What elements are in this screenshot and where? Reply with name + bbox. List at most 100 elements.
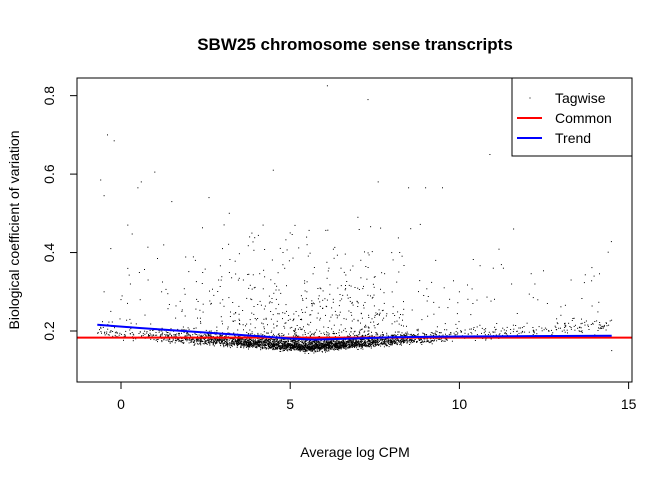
- tagwise-point: [490, 338, 492, 340]
- tagwise-point: [396, 344, 398, 345]
- tagwise-point: [286, 340, 288, 342]
- tagwise-point: [373, 341, 375, 343]
- tagwise-point: [457, 302, 459, 304]
- tagwise-point: [189, 334, 191, 336]
- tagwise-point: [338, 342, 340, 344]
- tagwise-point: [202, 341, 204, 342]
- tagwise-point: [401, 344, 402, 346]
- tagwise-point: [223, 339, 225, 341]
- tagwise-point: [242, 279, 244, 281]
- tagwise-point: [348, 335, 350, 337]
- tagwise-point: [269, 338, 271, 340]
- tagwise-point: [364, 330, 366, 332]
- tagwise-point: [343, 347, 345, 349]
- tagwise-point: [406, 339, 408, 341]
- tagwise-point: [350, 335, 351, 337]
- tagwise-point: [331, 341, 333, 343]
- tagwise-point: [331, 346, 333, 348]
- tagwise-point: [133, 334, 135, 336]
- tagwise-point: [538, 326, 540, 328]
- tagwise-point: [561, 330, 563, 332]
- tagwise-point: [328, 341, 330, 343]
- tagwise-point: [319, 343, 321, 345]
- tagwise-point: [275, 347, 277, 349]
- tagwise-point: [185, 338, 187, 340]
- tagwise-point: [352, 304, 354, 306]
- tagwise-point: [148, 336, 150, 337]
- tagwise-point: [361, 341, 362, 343]
- tagwise-point: [257, 318, 259, 319]
- tagwise-point: [285, 322, 287, 324]
- tagwise-point: [384, 341, 386, 343]
- tagwise-point: [273, 341, 275, 343]
- tagwise-point: [169, 332, 171, 334]
- tagwise-point: [155, 332, 157, 333]
- tagwise-point: [381, 334, 383, 336]
- tagwise-point: [359, 329, 361, 331]
- tagwise-point: [250, 340, 252, 342]
- tagwise-point: [403, 342, 405, 343]
- tagwise-point: [359, 346, 361, 348]
- tagwise-point: [311, 303, 313, 304]
- tagwise-point: [150, 323, 152, 325]
- tagwise-point: [373, 339, 375, 341]
- tagwise-point: [471, 333, 473, 335]
- tagwise-point: [205, 329, 207, 331]
- tagwise-point: [114, 334, 116, 336]
- tagwise-point: [304, 347, 306, 348]
- tagwise-point: [394, 343, 396, 345]
- tagwise-point: [298, 343, 300, 345]
- tagwise-point: [220, 338, 222, 340]
- tagwise-point: [361, 328, 363, 330]
- tagwise-point: [162, 332, 164, 334]
- tagwise-point: [353, 344, 355, 346]
- tagwise-point: [364, 251, 365, 253]
- tagwise-point: [249, 345, 250, 347]
- tagwise-point: [315, 342, 317, 344]
- tagwise-point: [566, 329, 568, 331]
- tagwise-point: [279, 348, 281, 350]
- tagwise-point: [126, 319, 128, 321]
- tagwise-point: [502, 327, 504, 329]
- tagwise-point: [250, 333, 252, 335]
- tagwise-point: [420, 339, 422, 341]
- tagwise-point: [243, 339, 245, 341]
- tagwise-point: [246, 342, 248, 343]
- tagwise-point: [306, 345, 308, 346]
- tagwise-point: [167, 332, 169, 333]
- tagwise-point: [110, 330, 112, 332]
- tagwise-point: [300, 319, 301, 320]
- tagwise-point: [423, 295, 425, 296]
- tagwise-point: [591, 267, 593, 269]
- tagwise-point: [219, 343, 221, 345]
- tagwise-point: [204, 268, 206, 270]
- tagwise-point: [286, 345, 288, 347]
- tagwise-point: [251, 344, 252, 345]
- tagwise-point: [269, 342, 271, 344]
- tagwise-point: [344, 345, 346, 347]
- tagwise-point: [129, 283, 131, 285]
- tagwise-point: [403, 333, 405, 335]
- tagwise-point: [285, 348, 286, 350]
- tagwise-point: [360, 312, 362, 314]
- tagwise-point: [307, 344, 309, 346]
- tagwise-point: [100, 331, 102, 333]
- tagwise-point: [433, 313, 435, 315]
- tagwise-point: [581, 298, 583, 299]
- tagwise-point: [297, 346, 299, 348]
- tagwise-point: [309, 348, 311, 349]
- tagwise-point: [302, 340, 304, 342]
- tagwise-point: [255, 346, 257, 348]
- tagwise-point: [323, 347, 325, 349]
- tagwise-point: [319, 317, 321, 319]
- tagwise-point: [390, 343, 392, 345]
- tagwise-point: [397, 237, 399, 239]
- tagwise-point: [392, 306, 394, 308]
- tagwise-point: [354, 330, 356, 332]
- tagwise-point: [269, 345, 271, 347]
- tagwise-point: [372, 342, 374, 344]
- tagwise-point: [333, 349, 335, 351]
- tagwise-point: [419, 342, 421, 344]
- tagwise-point: [271, 335, 273, 337]
- tagwise-point: [261, 339, 263, 341]
